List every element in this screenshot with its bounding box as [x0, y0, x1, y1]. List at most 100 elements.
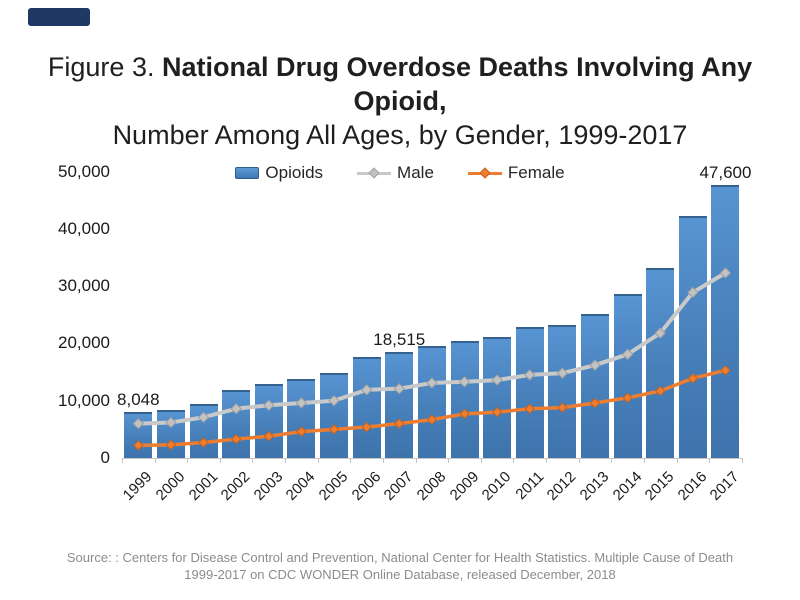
- x-axis-tick: [285, 458, 287, 463]
- female-marker-2006: [361, 421, 372, 433]
- female-line-sample-icon: [467, 166, 502, 179]
- bar-2008: [417, 345, 446, 458]
- male-marker-2002: [230, 403, 242, 415]
- male-marker-2000: [165, 416, 177, 429]
- male-marker-2017: [719, 267, 732, 279]
- bar-2013: [580, 314, 609, 458]
- female-marker-2014: [622, 392, 633, 404]
- x-axis-tick: [676, 458, 678, 463]
- female-marker-2016: [687, 373, 699, 384]
- bar-2011: [515, 327, 544, 458]
- title-main: National Drug Overdose Deaths Involving …: [161, 52, 753, 116]
- male-marker-2008: [426, 377, 438, 389]
- female-marker-2011: [524, 403, 535, 414]
- male-marker-2016: [687, 286, 699, 299]
- legend-item-male: Male: [357, 163, 434, 183]
- x-axis-tick: [480, 458, 482, 463]
- male-line-sample-icon: [357, 166, 392, 179]
- bar-2014: [613, 293, 642, 458]
- x-axis-tick: [578, 458, 580, 463]
- x-axis-tick: [317, 458, 319, 463]
- male-marker-2013: [589, 359, 601, 371]
- female-marker-2015: [655, 385, 666, 397]
- legend-label-female: Female: [507, 163, 565, 182]
- legend-item-female: Female: [467, 163, 565, 183]
- male-marker-2012: [556, 367, 569, 379]
- x-axis-tick: [252, 458, 254, 463]
- bar-2006: [352, 357, 381, 458]
- x-axis-tick: [350, 458, 352, 463]
- male-marker-2015: [654, 327, 666, 339]
- male-marker-1999: [132, 417, 145, 430]
- source-line1: Source: : Centers for Disease Control an…: [66, 550, 734, 565]
- data-label-2007: 18,515: [373, 329, 426, 349]
- legend-item-opioids: Opioids: [235, 163, 323, 183]
- bar-2015: [646, 268, 675, 458]
- chart-title-line2: Number Among All Ages, by Gender, 1999-2…: [112, 120, 688, 150]
- female-marker-2012: [557, 402, 568, 413]
- x-axis-tick: [448, 458, 450, 463]
- bar-2005: [320, 372, 349, 458]
- x-axis-tick: [219, 458, 221, 463]
- female-marker-2003: [263, 431, 274, 442]
- female-marker-2002: [230, 433, 242, 445]
- female-marker-2007: [394, 418, 405, 429]
- female-marker-2010: [491, 406, 503, 418]
- legend: Opioids Male Female: [0, 163, 800, 183]
- male-marker-2004: [295, 397, 308, 409]
- bar-2002: [222, 389, 251, 458]
- female-marker-2004: [296, 426, 307, 437]
- female-marker-1999: [133, 440, 144, 451]
- male-marker-2003: [263, 399, 275, 411]
- x-axis-tick: [709, 458, 711, 463]
- female-marker-2000: [165, 439, 177, 451]
- y-axis-label-30,000: 30,000: [58, 276, 110, 296]
- x-axis-tick: [513, 458, 515, 463]
- x-axis-tick: [121, 458, 123, 463]
- y-axis-label-40,000: 40,000: [58, 218, 110, 238]
- chart-title-line1: Figure 3. National Drug Overdose Deaths …: [0, 50, 800, 118]
- y-axis-label-20,000: 20,000: [58, 333, 110, 353]
- female-marker-2001: [198, 437, 209, 448]
- male-marker-2007: [393, 382, 405, 395]
- bar-2010: [483, 337, 512, 458]
- male-marker-2001: [197, 411, 210, 424]
- y-axis-label-0: 0: [100, 448, 110, 467]
- bar-2012: [548, 325, 577, 458]
- opioids-swatch-icon: [235, 167, 260, 179]
- x-axis-tick: [187, 458, 189, 463]
- legend-label-opioids: Opioids: [265, 163, 324, 182]
- source-line2: 1999-2017 on CDC WONDER Online Database,…: [184, 567, 616, 582]
- female-marker-2013: [589, 397, 601, 409]
- male-marker-2006: [360, 384, 373, 396]
- x-axis-tick: [741, 458, 743, 463]
- x-axis-tick: [643, 458, 645, 463]
- x-axis-tick: [415, 458, 417, 463]
- x-axis-tick: [611, 458, 613, 463]
- x-axis-tick: [546, 458, 548, 463]
- data-label-2017: 47,600: [699, 163, 752, 183]
- male-marker-2011: [524, 369, 536, 381]
- male-marker-2005: [328, 394, 340, 407]
- title-prefix: Figure 3.: [47, 52, 162, 82]
- male-marker-2010: [491, 374, 503, 386]
- source-text: Source: : Centers for Disease Control an…: [0, 549, 800, 583]
- male-marker-2014: [621, 348, 634, 360]
- male-marker-2009: [458, 376, 471, 388]
- female-marker-2005: [328, 424, 340, 435]
- legend-label-male: Male: [397, 163, 434, 182]
- bar-2004: [287, 379, 316, 458]
- x-axis-line: [121, 458, 742, 459]
- corner-tag: [28, 8, 90, 26]
- chart-title: Figure 3. National Drug Overdose Deaths …: [0, 50, 800, 152]
- female-marker-2017: [720, 365, 731, 376]
- x-axis-tick: [154, 458, 156, 463]
- y-axis-label-50,000: 50,000: [58, 161, 110, 181]
- bar-2016: [678, 215, 707, 458]
- female-marker-2008: [426, 414, 438, 425]
- bar-2003: [254, 383, 283, 458]
- data-label-1999: 8,048: [117, 389, 160, 409]
